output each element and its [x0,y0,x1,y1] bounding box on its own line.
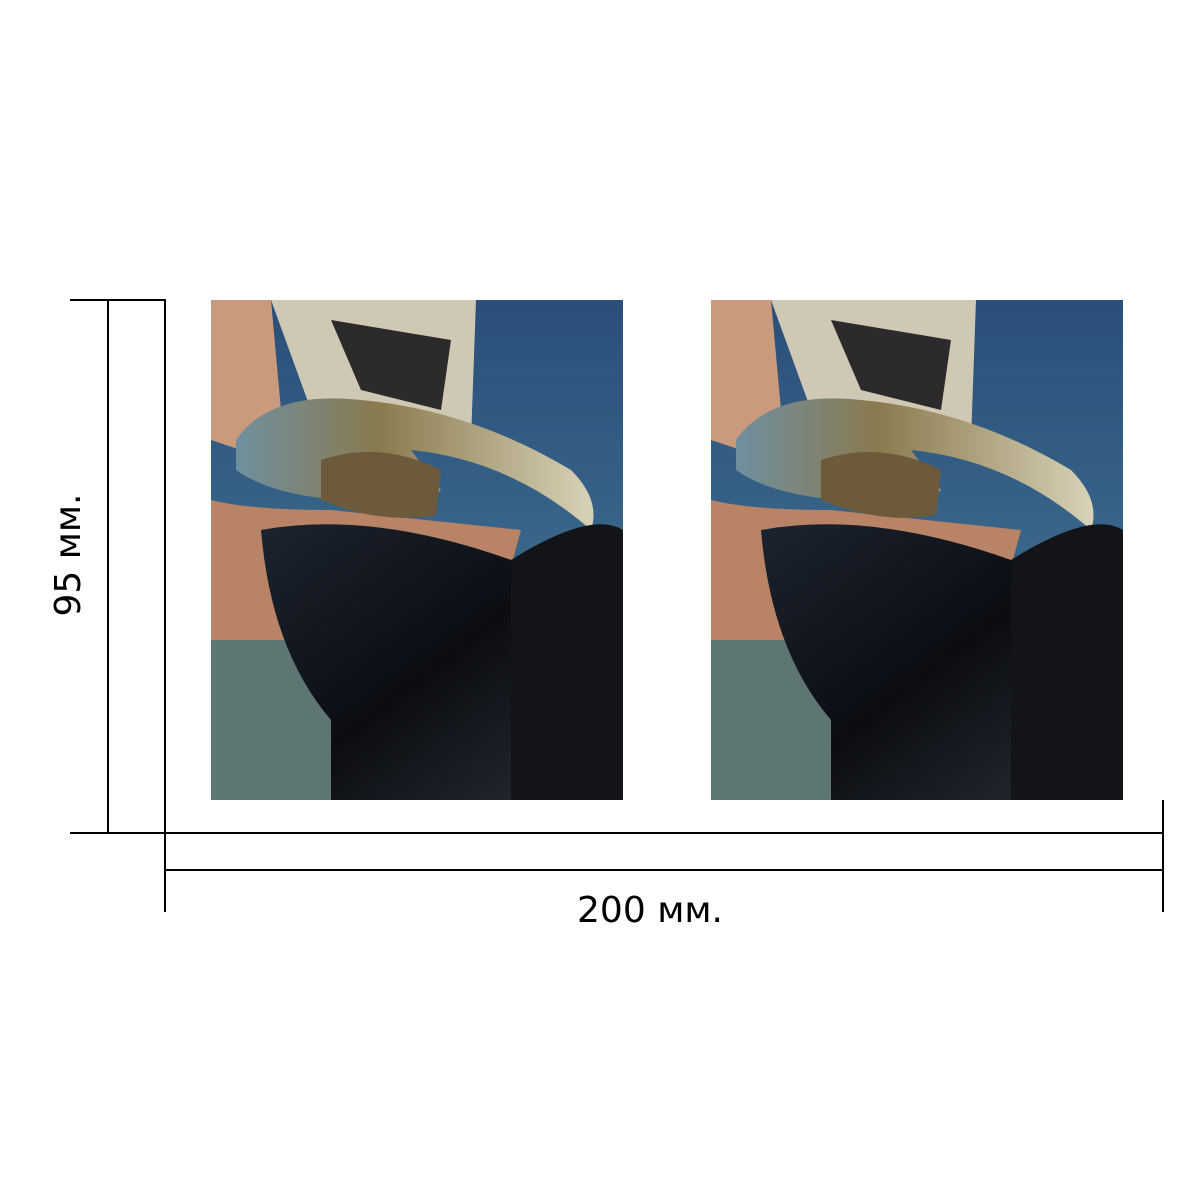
height-label: 95 мм. [48,493,89,616]
width-label: 200 мм. [577,890,723,931]
product-photo-right [711,300,1123,800]
height-dimension: 95 мм. [48,299,166,834]
product-photo-left [211,300,623,800]
width-dimension: 200 мм. [164,800,1164,931]
